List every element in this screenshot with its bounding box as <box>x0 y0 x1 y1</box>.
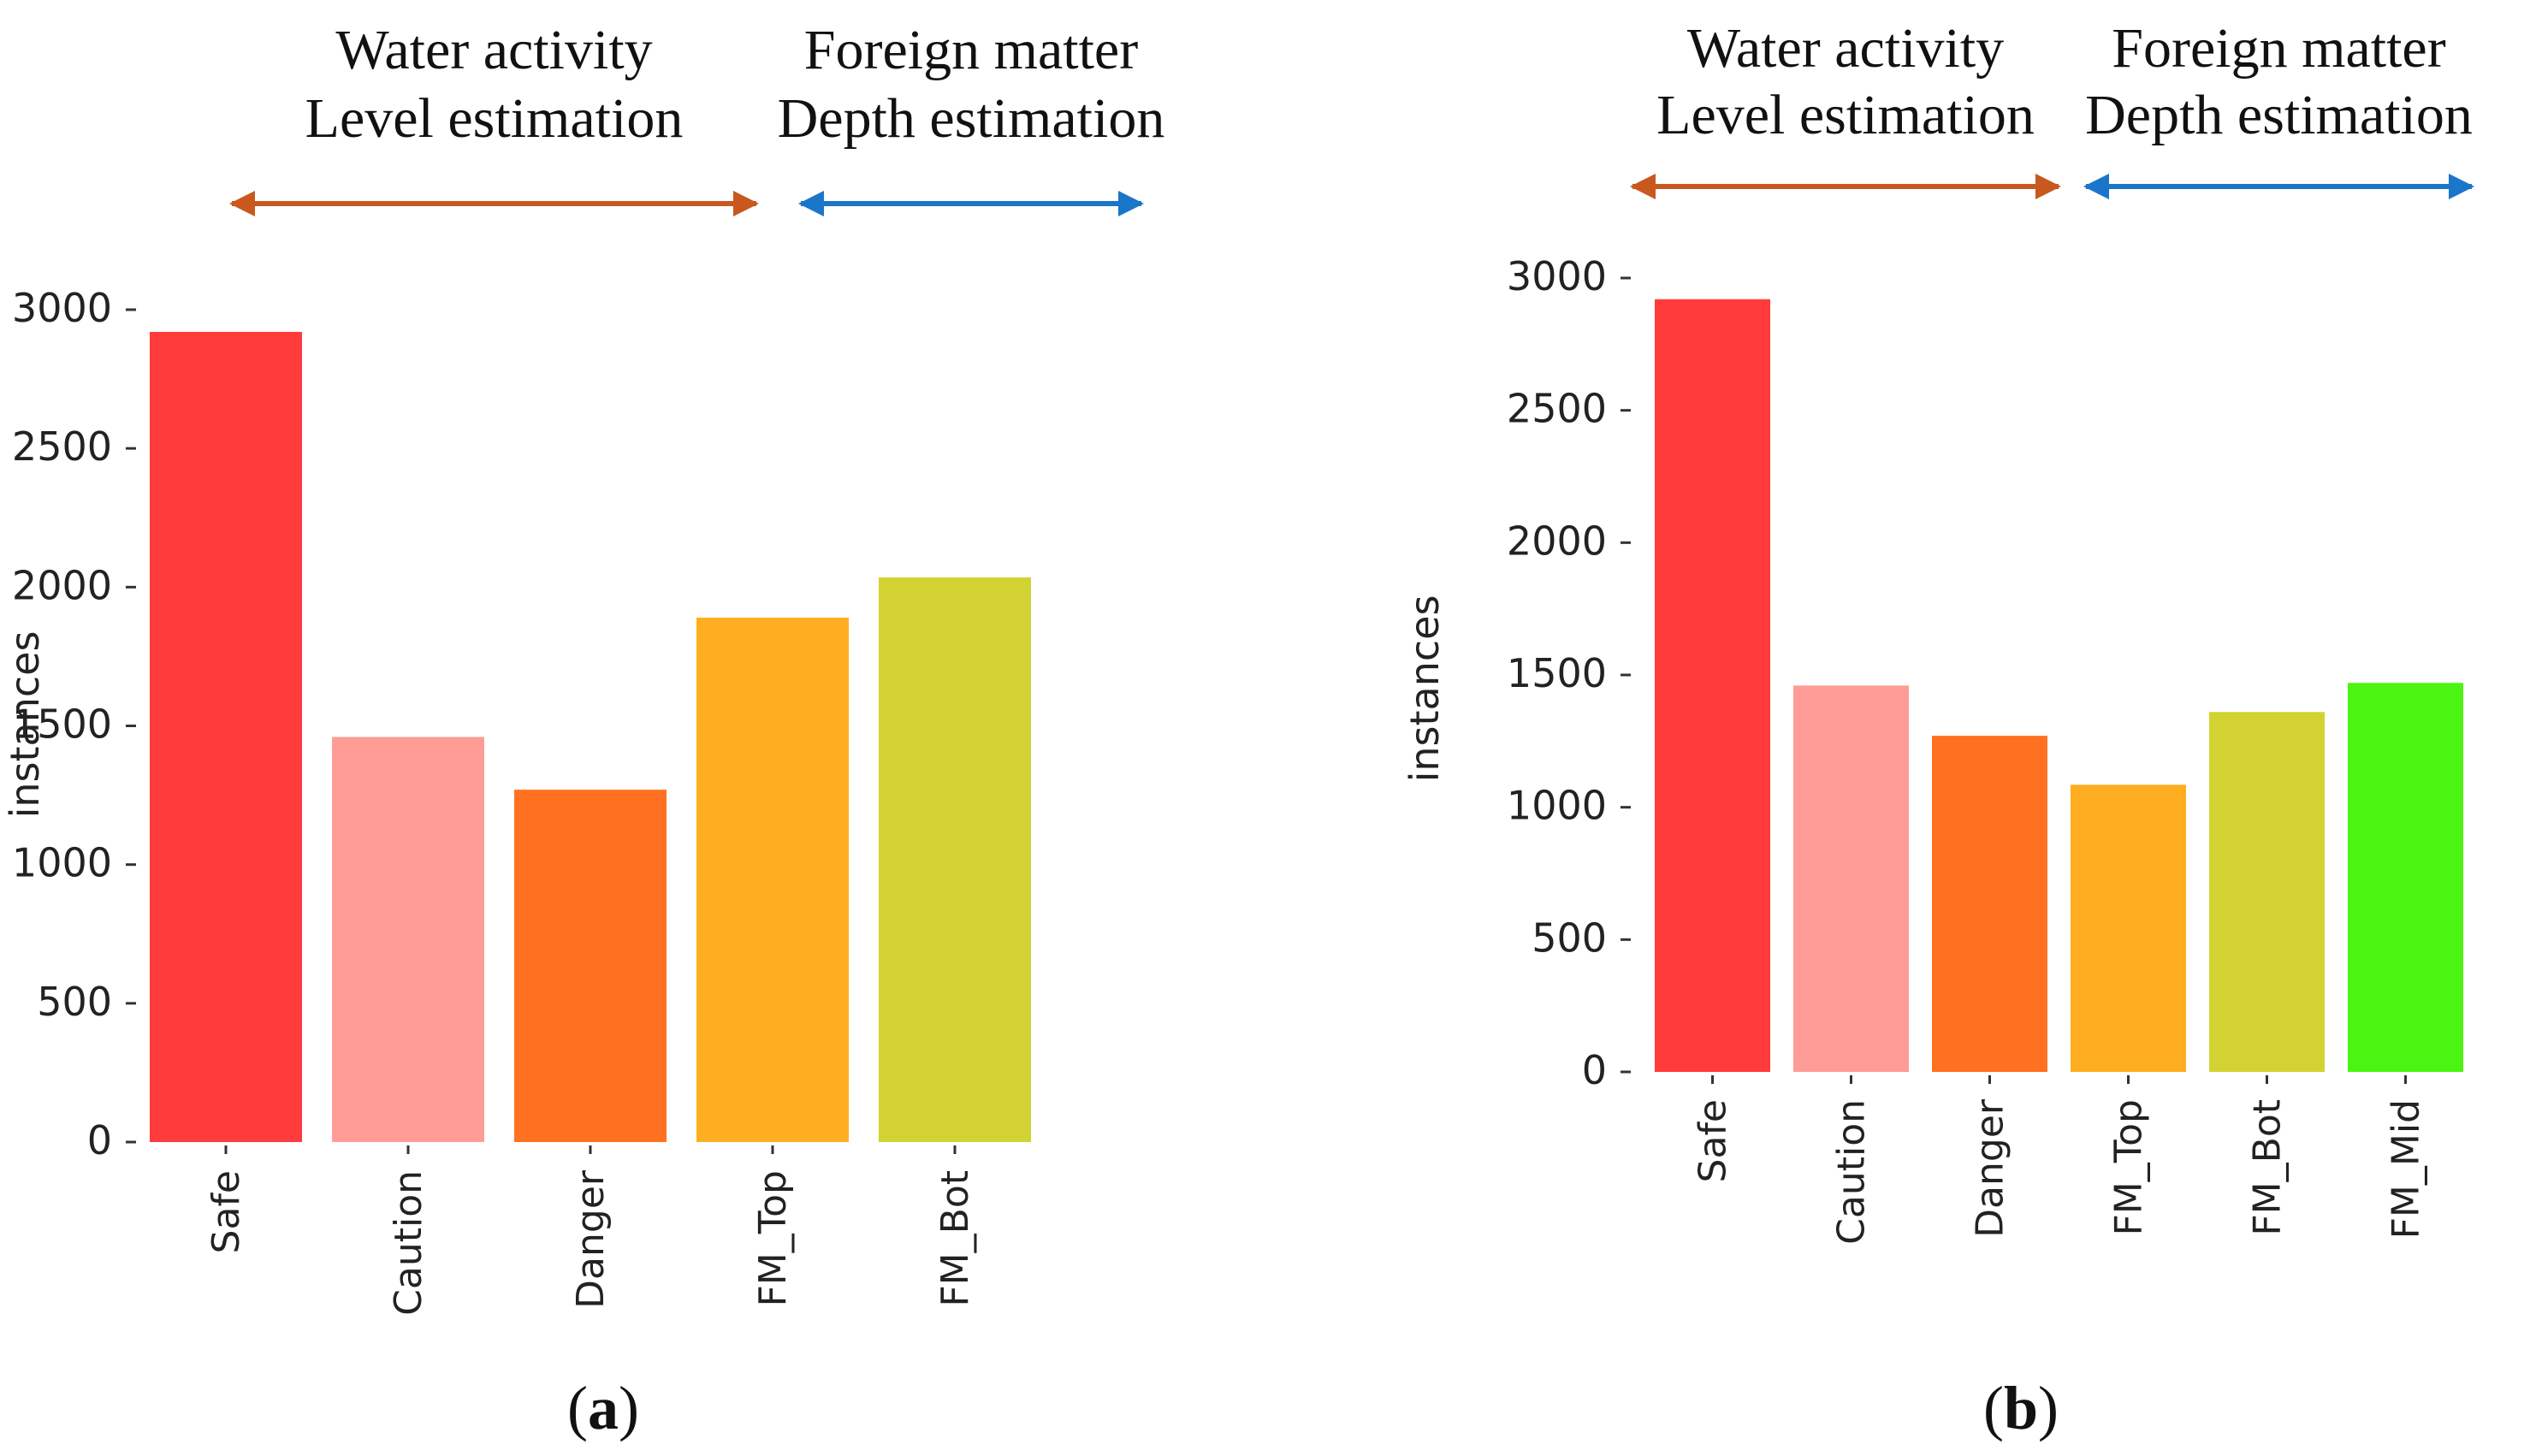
group-header-line1: Foreign matter <box>2112 17 2445 80</box>
y-axis-label: instances <box>1401 595 1448 783</box>
bar-caution <box>332 737 484 1142</box>
group-header-line1: Foreign matter <box>804 19 1138 81</box>
group-header-line2: Level estimation <box>305 87 684 150</box>
x-tick-label: Caution <box>387 1170 430 1316</box>
x-tick-label: Danger <box>1969 1098 2012 1238</box>
x-tick-label: Caution <box>1830 1099 1874 1245</box>
y-tick-label: 2000 <box>1507 518 1607 564</box>
panel-label: (b) <box>1983 1374 2059 1442</box>
x-tick-label: FM_Bot <box>933 1170 977 1307</box>
x-tick-label: FM_Bot <box>2246 1099 2290 1236</box>
bar-fm-bot <box>2209 712 2325 1072</box>
bar-safe <box>150 331 302 1142</box>
y-tick-label: 3000 <box>12 285 112 331</box>
y-tick-label: 2000 <box>12 562 112 608</box>
bar-danger <box>1932 736 2047 1072</box>
x-axis-tick-labels: Safe Caution Danger FM_Top FM_Bot FM_Mid <box>1692 1075 2428 1245</box>
x-tick-label: Danger <box>569 1169 613 1309</box>
y-tick-label: 0 <box>87 1117 112 1163</box>
y-tick-label: 1500 <box>1507 650 1607 696</box>
y-tick-label: 3000 <box>1507 253 1607 299</box>
bar-fm-top <box>2071 784 2186 1072</box>
bar-safe <box>1655 299 1770 1072</box>
group-header-line1: Water activity <box>1687 17 2004 80</box>
x-axis-tick-labels: Safe Caution Danger FM_Top FM_Bot <box>204 1145 977 1316</box>
y-tick-label: 0 <box>1582 1047 1607 1093</box>
bar-fm-bot <box>879 577 1031 1142</box>
y-tick-label: 2500 <box>12 423 112 470</box>
group-header-line2: Depth estimation <box>2085 84 2473 146</box>
x-tick-label: Safe <box>204 1170 248 1253</box>
bar-series <box>150 331 1031 1142</box>
bar-fm-top <box>696 618 849 1142</box>
y-axis: 0 500 1000 1500 2000 2500 3000 <box>1507 253 1631 1093</box>
y-tick-label: 500 <box>37 979 112 1025</box>
x-tick-label: FM_Mid <box>2385 1099 2428 1239</box>
y-tick-label: 2500 <box>1507 386 1607 432</box>
group-header-line2: Level estimation <box>1656 84 2035 146</box>
bar-danger <box>514 790 667 1142</box>
y-axis: 0 500 1000 1500 2000 2500 3000 <box>12 285 136 1163</box>
group-header-line2: Depth estimation <box>778 87 1165 150</box>
x-tick-label: FM_Top <box>751 1170 795 1307</box>
y-axis-label: instances <box>2 631 48 819</box>
bar-caution <box>1793 685 1909 1072</box>
group-header-line1: Water activity <box>335 19 652 81</box>
y-tick-label: 500 <box>1532 914 1607 961</box>
x-tick-label: Safe <box>1692 1099 1735 1182</box>
bar-fm-mid <box>2348 683 2463 1072</box>
y-tick-label: 1000 <box>1507 783 1607 829</box>
panel-label: (a) <box>567 1374 639 1442</box>
bar-series <box>1655 299 2463 1072</box>
x-tick-label: FM_Top <box>2107 1099 2151 1236</box>
y-tick-label: 1000 <box>12 840 112 886</box>
y-tick-label: 1500 <box>12 701 112 748</box>
